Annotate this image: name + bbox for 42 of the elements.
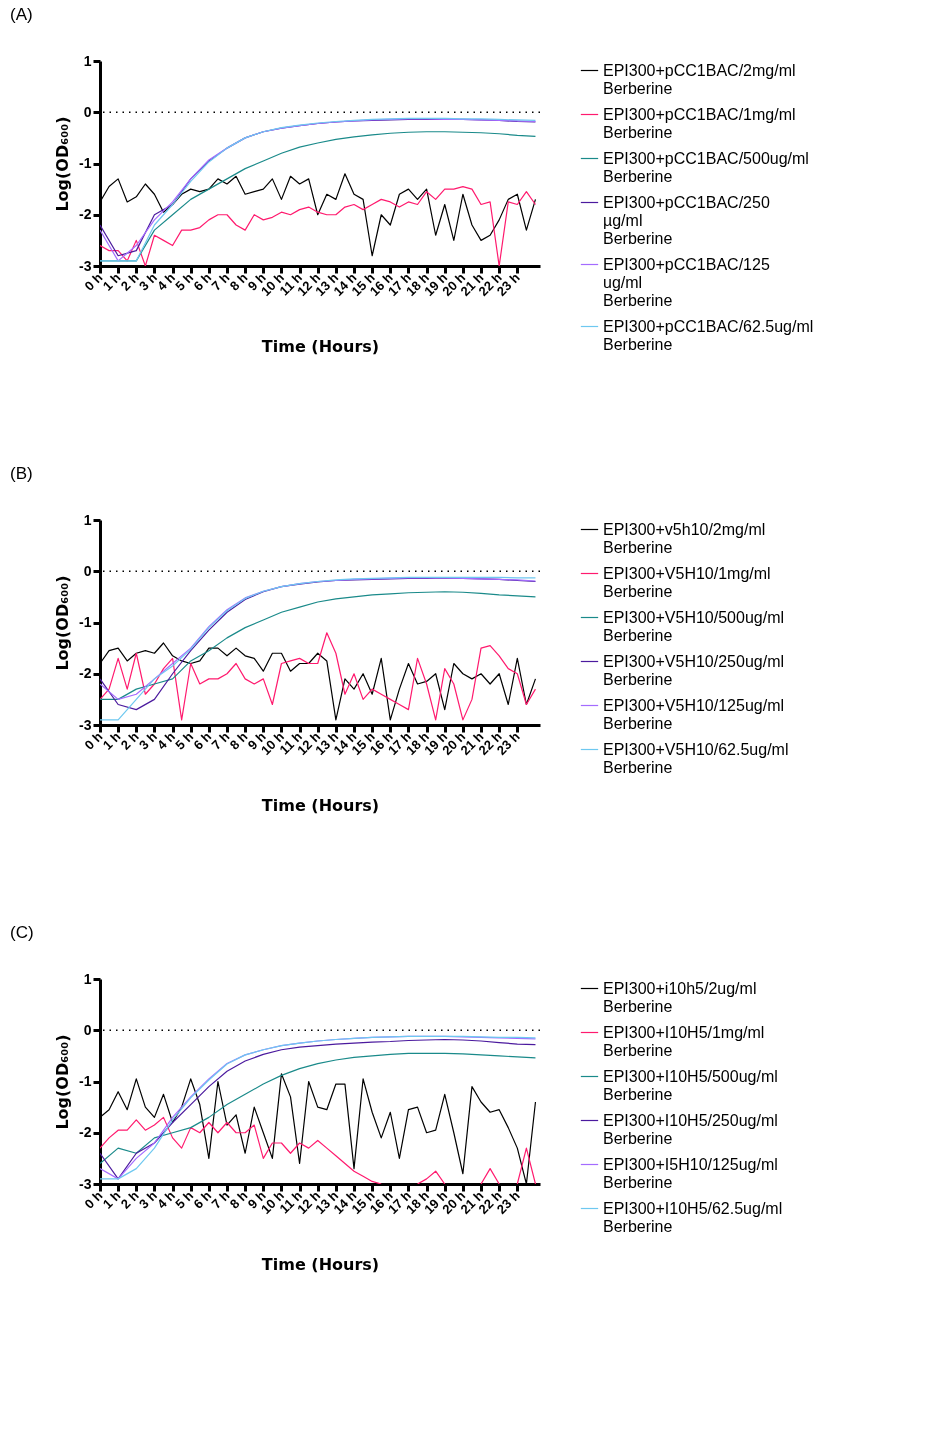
legend-label: EPI300+V5H10/125ug/ml Berberine [603,696,785,732]
legend-label: EPI300+V5H10/250ug/ml Berberine [603,652,785,688]
y-tick-label: -1 [79,155,92,171]
y-axis-title: Log(OD₆₀₀) [53,116,73,212]
legend-label: EPI300+I10H5/500ug/ml Berberine [603,1067,778,1103]
y-tick-label: 0 [83,1021,92,1038]
y-tick-label: 0 [83,562,92,579]
y-tick-label: -2 [79,206,92,223]
y-tick-label: -3 [79,1175,92,1192]
legend-label: EPI300+I5H10/125ug/ml Berberine [603,1155,778,1191]
y-tick-label: -1 [79,1073,92,1089]
y-tick-label: 1 [83,52,92,69]
legend-label: EPI300+i10h5/2ug/ml Berberine [603,979,757,1015]
legend-label: EPI300+V5H10/1mg/ml Berberine [603,564,771,600]
legend-label: EPI300+I10H5/62.5ug/ml Berberine [603,1199,783,1235]
legend-label: EPI300+V5H10/500ug/ml Berberine [603,608,785,644]
y-tick-label: 0 [83,103,92,120]
y-tick-label: -3 [79,716,92,733]
legend-label: EPI300+pCC1BAC/500ug/ml Berberine [603,149,809,185]
y-axis-title: Log(OD₆₀₀) [53,1034,73,1130]
legend-label: EPI300+I10H5/250ug/ml Berberine [603,1111,778,1147]
x-axis-title: Time (Hours) [261,1254,380,1274]
y-tick-label: 1 [83,511,92,528]
y-tick-label: -2 [79,665,92,682]
legend-label: EPI300+pCC1BAC/62.5ug/ml Berberine [603,317,814,353]
legend-label: EPI300+v5h10/2mg/ml Berberine [603,520,766,556]
legend-label: EPI300+pCC1BAC/1mg/ml Berberine [603,105,796,141]
chart-title: (C) [10,923,34,942]
x-axis-title: Time (Hours) [261,336,380,356]
chart-title: (B) [10,464,33,483]
y-tick-label: 1 [83,970,92,987]
legend-label: EPI300+I10H5/1mg/ml Berberine [603,1023,765,1059]
y-tick-label: -1 [79,614,92,630]
y-tick-label: -3 [79,257,92,274]
legend-label: EPI300+pCC1BAC/2mg/ml Berberine [603,61,796,97]
legend-label: EPI300+pCC1BAC/250 µg/ml Berberine [603,193,770,247]
y-tick-label: -2 [79,1124,92,1141]
chart-title: (A) [10,5,33,24]
legend-label: EPI300+pCC1BAC/125 ug/ml Berberine [603,255,770,309]
legend-label: EPI300+V5H10/62.5ug/ml Berberine [603,740,789,776]
x-axis-title: Time (Hours) [261,795,380,815]
y-axis-title: Log(OD₆₀₀) [53,575,73,671]
